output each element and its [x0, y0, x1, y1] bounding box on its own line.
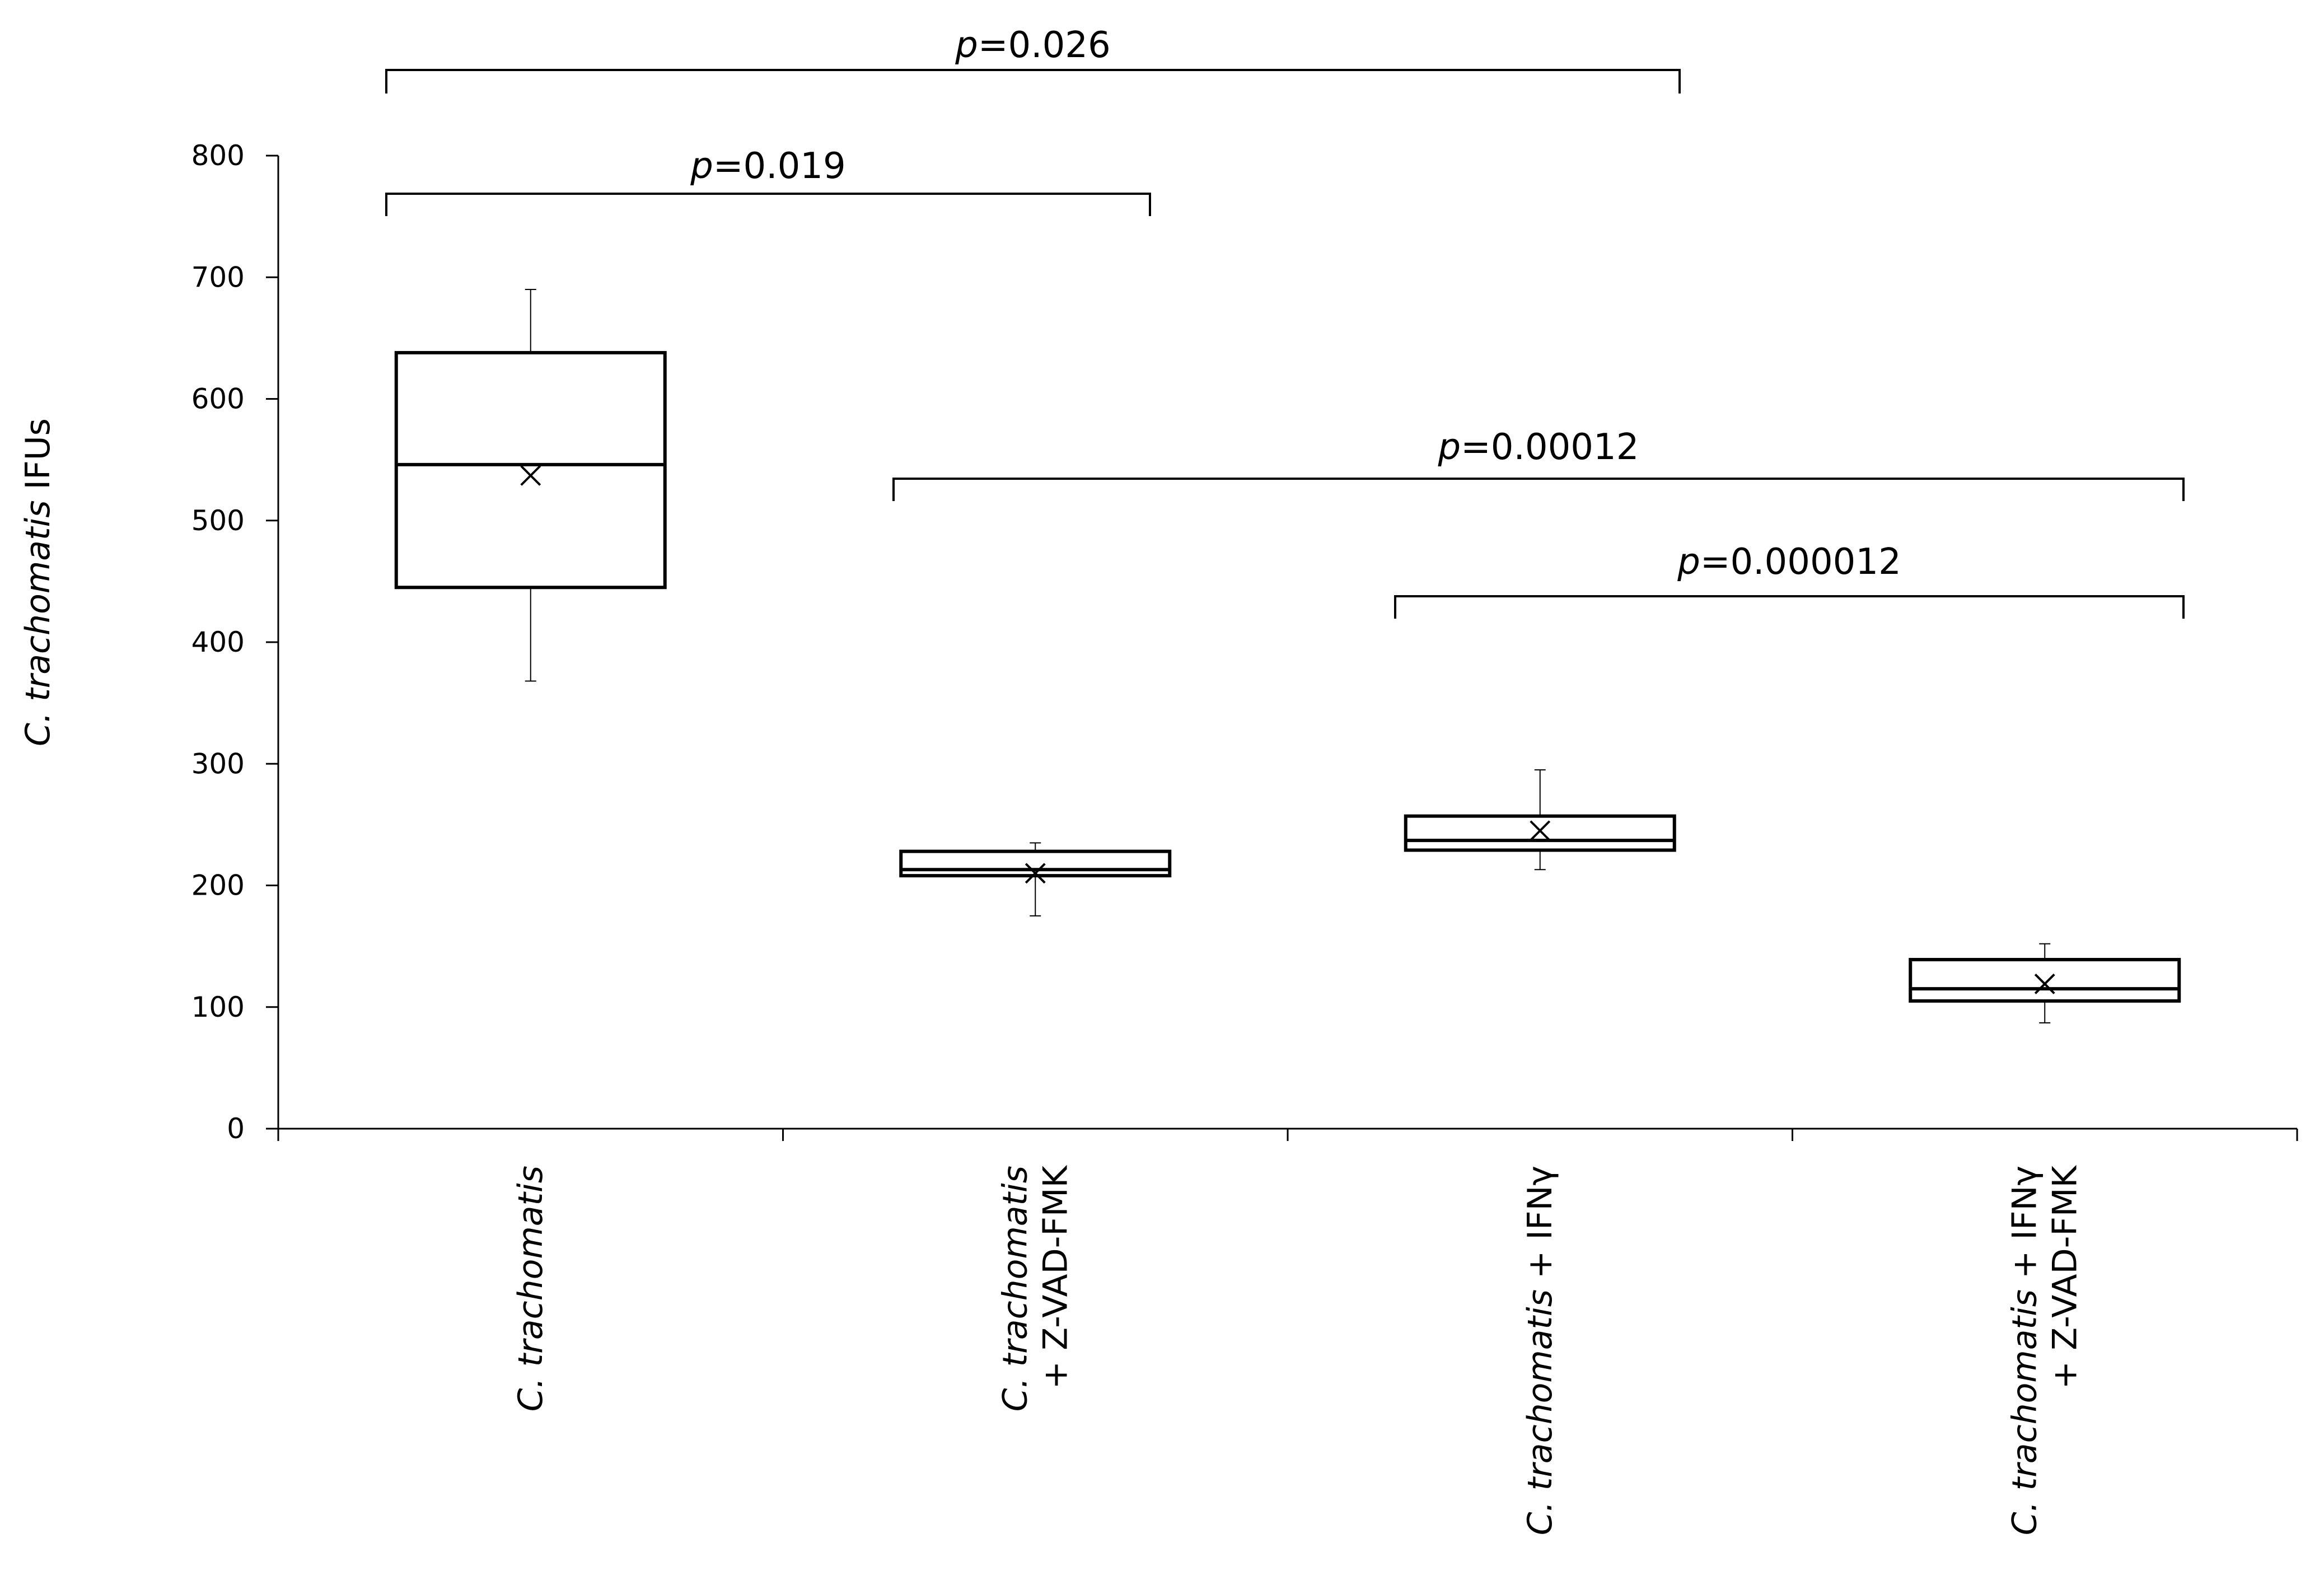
p-value-number: =0.00012	[1461, 427, 1639, 468]
significance-bracket: p=0.019	[385, 146, 1151, 216]
box-group	[394, 288, 667, 682]
box-group	[899, 842, 1172, 916]
y-tick-label: 500	[191, 504, 245, 537]
bracket-line	[385, 193, 1151, 216]
p-value-number: =0.026	[978, 25, 1111, 66]
category-label: C. trachomatis	[511, 1166, 550, 1411]
bracket-line	[385, 69, 1681, 93]
box-iqr	[394, 350, 667, 590]
y-tick-label: 600	[191, 383, 245, 415]
category-label-part: + Z-VAD-FMK	[1036, 1165, 1075, 1389]
p-value-label: p=0.026	[955, 25, 1110, 66]
bracket-line	[892, 478, 2185, 501]
category-label: C. trachomatis+ Z-VAD-FMK	[995, 1165, 1075, 1411]
p-value-symbol: p	[1438, 427, 1461, 468]
box-group	[1404, 769, 1676, 871]
mean-marker	[2034, 974, 2055, 994]
bracket-line	[1394, 595, 2185, 619]
category-label: C. trachomatis + IFNγ	[1521, 1166, 1560, 1535]
category-label: C. trachomatis + IFNγ+ Z-VAD-FMK	[2005, 1165, 2084, 1535]
y-axis: 0 100 200 300 400 500 600 700 800	[191, 139, 279, 1145]
y-tick-label: 700	[191, 261, 245, 293]
p-value-symbol: p	[690, 146, 713, 187]
x-axis	[277, 1128, 2298, 1141]
y-tick-label: 0	[227, 1112, 245, 1145]
category-label-part: C. trachomatis	[1521, 1289, 1560, 1535]
y-tick-label: 800	[191, 139, 245, 172]
mean-marker	[1530, 820, 1551, 841]
y-axis-label-italic: C. trachomatis	[18, 501, 58, 746]
significance-bracket: p=0.00012	[892, 427, 2185, 501]
mean-marker	[1025, 863, 1046, 884]
p-value-label: p=0.000012	[1677, 541, 1901, 583]
box-series	[394, 288, 2181, 1023]
p-value-symbol: p	[1677, 541, 1700, 583]
y-tick-label: 200	[191, 869, 245, 902]
y-tick-label: 400	[191, 626, 245, 658]
box-iqr	[1404, 814, 1676, 852]
category-label-part: + IFNγ	[1521, 1166, 1560, 1289]
category-label-part: C. trachomatis	[995, 1166, 1035, 1411]
category-label-part: C. trachomatis	[2005, 1289, 2044, 1535]
category-labels: C. trachomatis C. trachomatis+ Z-VAD-FMKC…	[511, 1165, 2085, 1535]
category-label-part: + Z-VAD-FMK	[2045, 1165, 2084, 1389]
p-value-label: p=0.019	[690, 146, 845, 187]
box-iqr	[1909, 958, 2181, 1003]
p-value-number: =0.000012	[1700, 541, 1901, 583]
box-iqr	[899, 849, 1172, 878]
p-value-label: p=0.00012	[1438, 427, 1639, 468]
mean-marker	[520, 465, 541, 486]
p-value-symbol: p	[955, 25, 978, 66]
y-axis-label-rest: IFUs	[18, 418, 58, 500]
category-label-part: C. trachomatis	[511, 1166, 550, 1411]
box-group	[1909, 943, 2181, 1023]
y-tick-label: 300	[191, 747, 245, 780]
significance-bracket: p=0.026	[385, 25, 1681, 93]
p-value-number: =0.019	[713, 146, 846, 187]
y-axis-label: C. trachomatis IFUs	[18, 418, 58, 746]
category-label-part: + IFNγ	[2005, 1166, 2044, 1289]
y-tick-label: 100	[191, 991, 245, 1023]
significance-bracket: p=0.000012	[1394, 541, 2185, 619]
